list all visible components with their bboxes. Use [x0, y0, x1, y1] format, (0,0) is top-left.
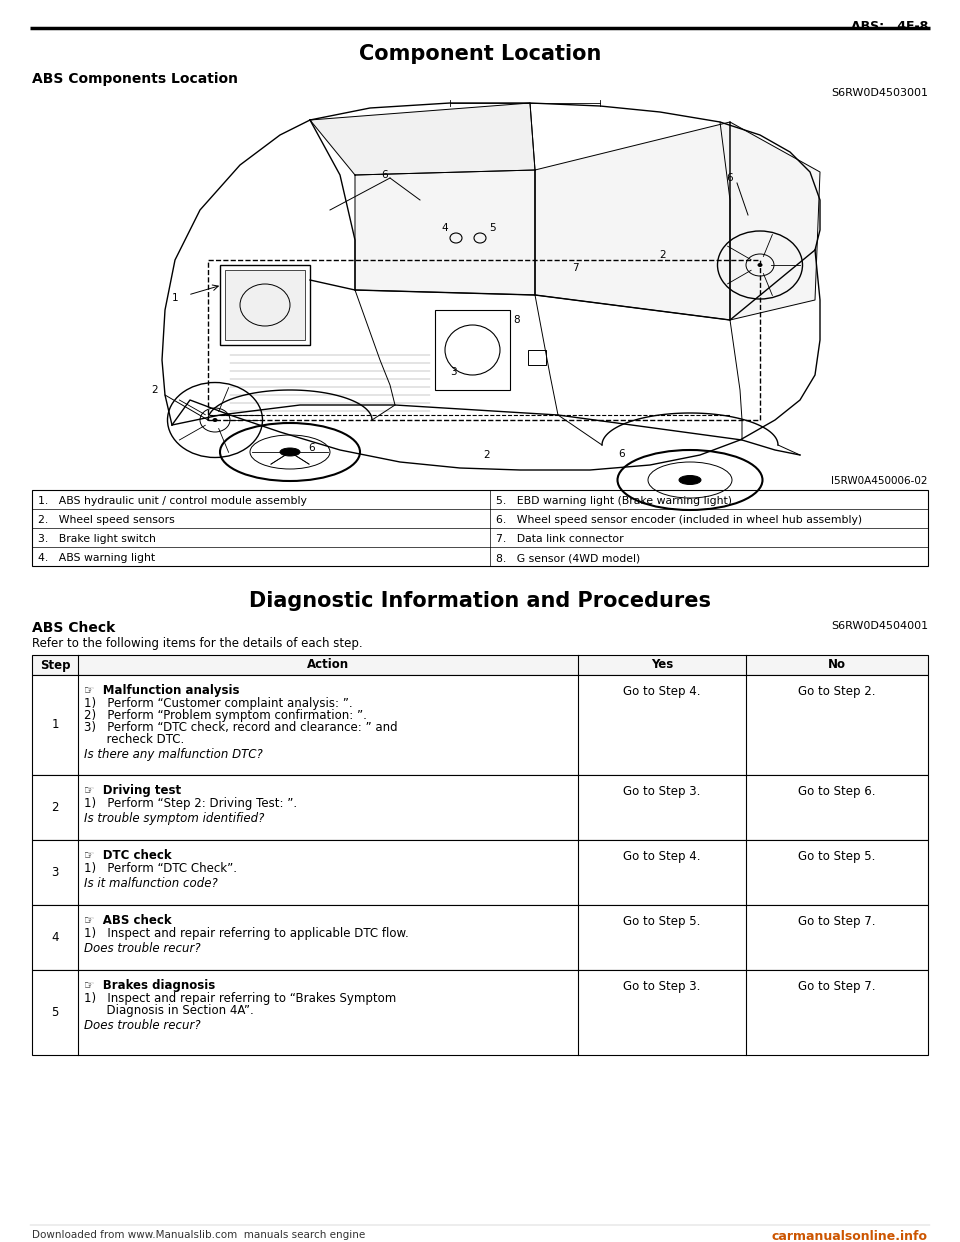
- Text: Is trouble symptom identified?: Is trouble symptom identified?: [84, 812, 264, 825]
- Text: Refer to the following items for the details of each step.: Refer to the following items for the det…: [32, 637, 363, 650]
- Ellipse shape: [679, 476, 701, 484]
- Bar: [220, 265, 310, 345]
- Text: No: No: [828, 658, 846, 672]
- Text: 1: 1: [51, 719, 59, 732]
- Text: 1)   Inspect and repair referring to “Brakes Symptom: 1) Inspect and repair referring to “Brak…: [84, 992, 396, 1005]
- Text: S6RW0D4504001: S6RW0D4504001: [830, 621, 928, 631]
- Text: Diagnosis in Section 4A”.: Diagnosis in Section 4A”.: [84, 1004, 253, 1017]
- Text: Is there any malfunction DTC?: Is there any malfunction DTC?: [84, 748, 263, 761]
- Text: Go to Step 2.: Go to Step 2.: [799, 686, 876, 698]
- Bar: [528, 350, 546, 365]
- Polygon shape: [535, 122, 730, 320]
- Bar: [32, 674, 928, 775]
- Text: 3: 3: [51, 866, 59, 879]
- Bar: [208, 260, 760, 420]
- Text: carmanualsonline.info: carmanualsonline.info: [772, 1230, 928, 1242]
- Text: Go to Step 7.: Go to Step 7.: [799, 980, 876, 994]
- Text: Go to Step 7.: Go to Step 7.: [799, 915, 876, 928]
- Text: Go to Step 4.: Go to Step 4.: [623, 850, 701, 863]
- Bar: [32, 905, 928, 970]
- Text: 6: 6: [727, 173, 733, 183]
- Bar: [32, 491, 928, 566]
- Text: 1)   Perform “DTC Check”.: 1) Perform “DTC Check”.: [84, 862, 237, 876]
- Text: Go to Step 3.: Go to Step 3.: [623, 785, 701, 799]
- Text: I5RW0A450006-02: I5RW0A450006-02: [831, 476, 928, 486]
- Text: ☞  Malfunction analysis: ☞ Malfunction analysis: [84, 684, 239, 697]
- Text: 2: 2: [152, 385, 158, 395]
- Text: 2)   Perform “Problem symptom confirmation: ”.: 2) Perform “Problem symptom confirmation…: [84, 709, 367, 722]
- Text: 6.   Wheel speed sensor encoder (included in wheel hub assembly): 6. Wheel speed sensor encoder (included …: [496, 515, 862, 525]
- Text: 4: 4: [442, 224, 448, 233]
- Bar: [32, 775, 928, 840]
- Text: 8: 8: [514, 315, 520, 325]
- Polygon shape: [730, 122, 820, 320]
- Text: S6RW0D4503001: S6RW0D4503001: [831, 88, 928, 98]
- Bar: [32, 840, 928, 905]
- Text: 1)   Perform “Step 2: Driving Test: ”.: 1) Perform “Step 2: Driving Test: ”.: [84, 797, 298, 810]
- Text: 7: 7: [572, 263, 578, 273]
- Text: 5: 5: [51, 1006, 59, 1018]
- Text: 7.   Data link connector: 7. Data link connector: [496, 534, 624, 544]
- Text: 4: 4: [51, 932, 59, 944]
- Text: ☞  DTC check: ☞ DTC check: [84, 850, 172, 862]
- Text: 6: 6: [382, 170, 388, 180]
- Text: 4.   ABS warning light: 4. ABS warning light: [38, 554, 156, 564]
- Text: ☞  Brakes diagnosis: ☞ Brakes diagnosis: [84, 979, 215, 992]
- Text: Diagnostic Information and Procedures: Diagnostic Information and Procedures: [249, 591, 711, 611]
- Polygon shape: [310, 103, 535, 175]
- Text: 1.   ABS hydraulic unit / control module assembly: 1. ABS hydraulic unit / control module a…: [38, 497, 307, 507]
- Text: 3)   Perform “DTC check, record and clearance: ” and: 3) Perform “DTC check, record and cleara…: [84, 722, 397, 734]
- Text: ABS:   4E-8: ABS: 4E-8: [851, 20, 928, 34]
- Ellipse shape: [212, 419, 218, 422]
- Polygon shape: [355, 170, 535, 296]
- Text: Does trouble recur?: Does trouble recur?: [84, 941, 201, 955]
- Text: Go to Step 4.: Go to Step 4.: [623, 686, 701, 698]
- Text: 3: 3: [449, 366, 456, 378]
- Text: Is it malfunction code?: Is it malfunction code?: [84, 877, 218, 891]
- Text: 5: 5: [490, 224, 496, 233]
- Bar: [32, 655, 928, 674]
- Text: 1)   Inspect and repair referring to applicable DTC flow.: 1) Inspect and repair referring to appli…: [84, 927, 409, 940]
- Text: ☞  Driving test: ☞ Driving test: [84, 784, 181, 797]
- Bar: [32, 970, 928, 1054]
- Text: Go to Step 6.: Go to Step 6.: [799, 785, 876, 799]
- Bar: [225, 270, 305, 340]
- Text: 2: 2: [51, 801, 59, 814]
- Text: Does trouble recur?: Does trouble recur?: [84, 1018, 201, 1032]
- Text: 1: 1: [172, 293, 179, 303]
- Text: 2.   Wheel speed sensors: 2. Wheel speed sensors: [38, 515, 175, 525]
- Ellipse shape: [757, 263, 762, 267]
- Bar: [435, 310, 510, 390]
- Text: 5.   EBD warning light (Brake warning light): 5. EBD warning light (Brake warning ligh…: [496, 497, 732, 507]
- Text: Go to Step 5.: Go to Step 5.: [799, 850, 876, 863]
- Text: Go to Step 3.: Go to Step 3.: [623, 980, 701, 994]
- Text: Yes: Yes: [651, 658, 673, 672]
- Text: 2: 2: [484, 450, 491, 460]
- Text: ☞  ABS check: ☞ ABS check: [84, 914, 172, 927]
- Text: Component Location: Component Location: [359, 43, 601, 65]
- Text: 2: 2: [660, 250, 666, 260]
- Text: 6: 6: [618, 450, 625, 460]
- Ellipse shape: [280, 448, 300, 456]
- Text: recheck DTC.: recheck DTC.: [84, 733, 184, 746]
- Text: ABS Components Location: ABS Components Location: [32, 72, 238, 86]
- Text: 8.   G sensor (4WD model): 8. G sensor (4WD model): [496, 554, 640, 564]
- Text: Action: Action: [307, 658, 349, 672]
- Text: 1)   Perform “Customer complaint analysis: ”.: 1) Perform “Customer complaint analysis:…: [84, 697, 352, 710]
- Text: 3.   Brake light switch: 3. Brake light switch: [38, 534, 156, 544]
- Text: 6: 6: [309, 443, 315, 453]
- Text: ABS Check: ABS Check: [32, 621, 115, 635]
- Text: Go to Step 5.: Go to Step 5.: [623, 915, 701, 928]
- Text: Downloaded from www.Manualslib.com  manuals search engine: Downloaded from www.Manualslib.com manua…: [32, 1230, 365, 1240]
- Text: Step: Step: [39, 658, 70, 672]
